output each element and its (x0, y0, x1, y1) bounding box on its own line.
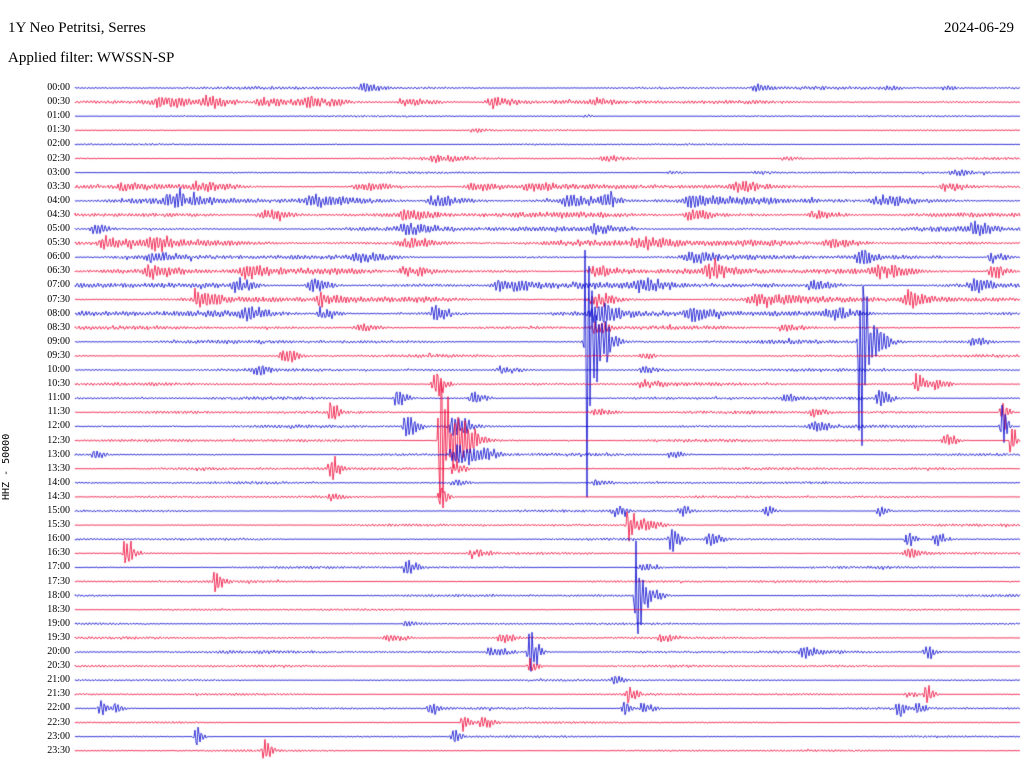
time-label: 14:00 (47, 476, 70, 488)
time-label: 09:30 (47, 349, 70, 361)
time-label: 08:30 (47, 321, 70, 333)
time-label: 00:30 (47, 96, 70, 108)
time-label: 20:00 (47, 646, 70, 657)
time-label: 23:30 (47, 744, 70, 756)
time-label: 22:30 (47, 716, 70, 728)
time-label: 13:00 (47, 448, 70, 460)
time-label: 18:30 (47, 603, 70, 615)
time-label: 03:30 (47, 180, 70, 192)
time-label: 18:00 (47, 589, 70, 601)
time-label: 19:30 (47, 631, 70, 643)
time-label: 05:30 (47, 237, 70, 249)
time-label: 12:30 (47, 434, 70, 446)
time-label: 11:00 (47, 392, 70, 404)
time-label: 17:00 (47, 561, 70, 573)
time-label: 23:00 (47, 730, 70, 742)
time-label: 01:30 (47, 124, 70, 136)
time-label: 06:30 (47, 265, 70, 277)
time-label: 19:00 (47, 617, 70, 629)
time-label: 17:30 (47, 575, 70, 587)
time-label: 10:30 (47, 378, 70, 390)
time-label: 02:00 (47, 138, 70, 150)
time-label: 07:30 (47, 293, 70, 305)
time-label: 03:00 (47, 166, 70, 178)
time-label: 13:30 (47, 462, 70, 474)
time-label: 20:30 (47, 660, 70, 672)
time-label: 07:00 (47, 279, 70, 291)
time-label: 06:00 (47, 251, 70, 263)
time-label: 21:30 (47, 688, 70, 700)
time-label: 16:00 (47, 533, 70, 545)
time-label: 22:00 (47, 702, 70, 714)
time-label: 11:30 (47, 406, 70, 418)
time-label: 02:30 (47, 152, 70, 164)
time-label: 21:00 (47, 674, 70, 686)
time-label: 10:00 (47, 364, 70, 375)
time-label: 14:30 (47, 490, 70, 502)
time-label: 01:00 (47, 110, 70, 122)
time-label: 16:30 (47, 547, 70, 559)
time-label: 15:30 (47, 519, 70, 531)
time-label: 15:00 (47, 505, 70, 516)
time-label: 09:00 (47, 335, 70, 347)
time-label: 05:00 (47, 223, 70, 234)
time-label: 04:00 (47, 194, 70, 206)
time-label: 00:00 (47, 82, 70, 93)
time-label: 12:00 (47, 420, 70, 432)
time-label: 04:30 (47, 208, 70, 220)
time-label: 08:00 (47, 307, 70, 319)
